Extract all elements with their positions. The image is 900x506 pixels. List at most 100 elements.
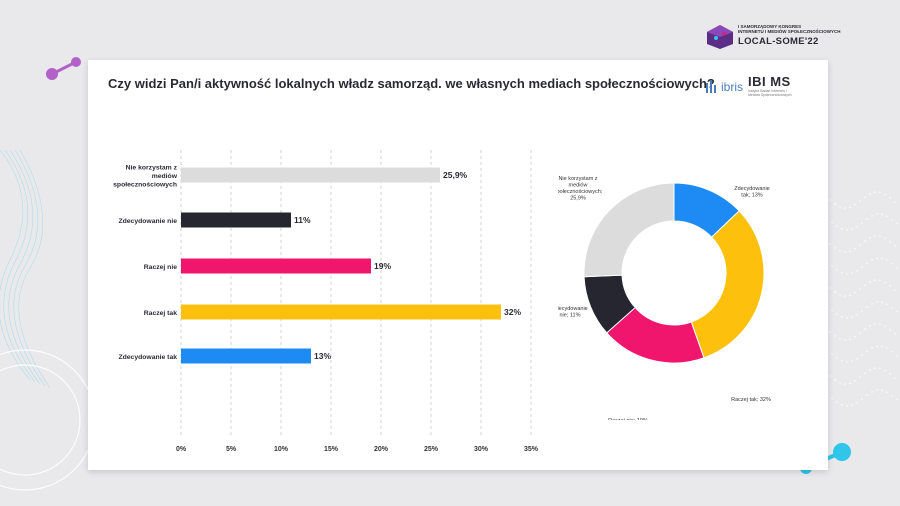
bar [181, 167, 440, 183]
background-dot [871, 391, 873, 393]
background-dot [884, 325, 886, 328]
background-dot [891, 350, 893, 353]
background-dot [894, 200, 896, 203]
donut-slice-label-line: społecznościowych; [558, 189, 603, 195]
background-dot [869, 193, 871, 195]
x-tick-label: 5% [226, 446, 237, 453]
background-dot [844, 383, 846, 385]
background-dot [896, 222, 898, 225]
background-dot [844, 295, 846, 297]
donut-slice-label: Zdecydowanie tak; 13% [734, 186, 769, 199]
category-label: Zdecydowanie nie [118, 218, 177, 225]
background-dot [891, 218, 893, 221]
background-dot [861, 222, 863, 225]
background-dot [894, 244, 896, 247]
background-dot [884, 193, 886, 196]
background-dot [856, 401, 858, 404]
background-dot [889, 372, 891, 375]
category-label-line: Nie korzystam z [126, 165, 178, 172]
background-dot [879, 235, 881, 238]
background-dot [881, 213, 883, 216]
x-tick-label: 0% [176, 446, 187, 453]
background-dot [836, 356, 838, 359]
background-dot [886, 259, 888, 262]
bar-chart: 0% 5% 10% 15% 20% 25% 30% 35% 25,9% Nie korzystam… [113, 150, 539, 453]
background-dot [846, 273, 848, 275]
background-dot [889, 284, 891, 287]
background-dot [859, 332, 861, 335]
category-label-line: mediów [152, 173, 178, 180]
background-dot [894, 332, 896, 335]
category-label-line: Raczej tak [144, 310, 177, 317]
donut-slice-label: Raczej tak; 32% [731, 397, 771, 403]
background-dot [829, 375, 831, 377]
category-label: Raczej tak [144, 310, 177, 317]
background-dot [886, 303, 888, 306]
background-dot [856, 269, 858, 272]
donut-slice [690, 210, 765, 359]
ibris-mark-icon [706, 80, 716, 93]
background-dot [829, 331, 831, 333]
background-dot [871, 347, 873, 349]
congress-logo: I SAMORZĄDOWY KONGRES INTERNETU I MEDIÓW… [706, 24, 841, 50]
category-label: Raczej nie [144, 264, 177, 271]
background-dot [836, 224, 838, 227]
background-dot [881, 389, 883, 392]
category-label: Zdecydowanie tak [118, 354, 177, 361]
background-dot [869, 281, 871, 283]
background-dot [881, 345, 883, 348]
background-dot [894, 376, 896, 379]
background-dot [841, 271, 843, 274]
background-dot [839, 381, 841, 384]
bar [181, 348, 311, 364]
background-dot [884, 369, 886, 372]
background-dot [831, 221, 833, 223]
background-dot [886, 391, 888, 394]
background-dot [884, 237, 886, 240]
background-dot [839, 293, 841, 296]
background-dot [829, 199, 831, 201]
background-dot [839, 205, 841, 208]
background-dot [881, 301, 883, 304]
bar-value-label: 25,9% [443, 170, 468, 180]
background-dot [881, 257, 883, 260]
background-dot [864, 328, 866, 331]
bar-value-label: 19% [374, 261, 391, 271]
donut-slice-label-line: mediów [569, 183, 588, 189]
bar-value-label: 11% [294, 215, 311, 225]
background-dot [859, 244, 861, 247]
background-dot [841, 403, 843, 406]
category-label-line: Zdecydowanie tak [118, 354, 177, 361]
background-dot [889, 196, 891, 199]
background-dot [876, 257, 878, 260]
bar [181, 304, 501, 320]
bar [181, 258, 371, 274]
background-dot [894, 288, 896, 291]
x-tick-label: 15% [324, 446, 339, 453]
background-dot [864, 284, 866, 287]
congress-line2: INTERNETU I MEDIÓW SPOŁECZNOŚCIOWYCH [738, 29, 841, 34]
background-dot [874, 367, 876, 370]
background-dot [864, 196, 866, 199]
background-dot [846, 229, 848, 231]
background-dot [854, 335, 856, 338]
background-dot [891, 262, 893, 265]
background-dot [844, 251, 846, 253]
donut-slice-label-line: Nie korzystam z [558, 176, 597, 182]
background-dot [866, 262, 868, 265]
background-dot [834, 202, 836, 205]
background-dot [854, 203, 856, 206]
background-dot [856, 225, 858, 228]
background-dot [874, 235, 876, 238]
donut-slice-label-line: Raczej tak; 32% [731, 397, 771, 403]
background-dot [874, 279, 876, 282]
congress-name: LOCAL-SOME'22 [738, 36, 819, 47]
donut-slice [583, 182, 675, 278]
background-dot [841, 359, 843, 362]
background-dot [884, 281, 886, 284]
category-label: Nie korzystam z mediów społecznościowych [113, 165, 178, 189]
background-dot [829, 243, 831, 245]
background-dot [876, 301, 878, 304]
